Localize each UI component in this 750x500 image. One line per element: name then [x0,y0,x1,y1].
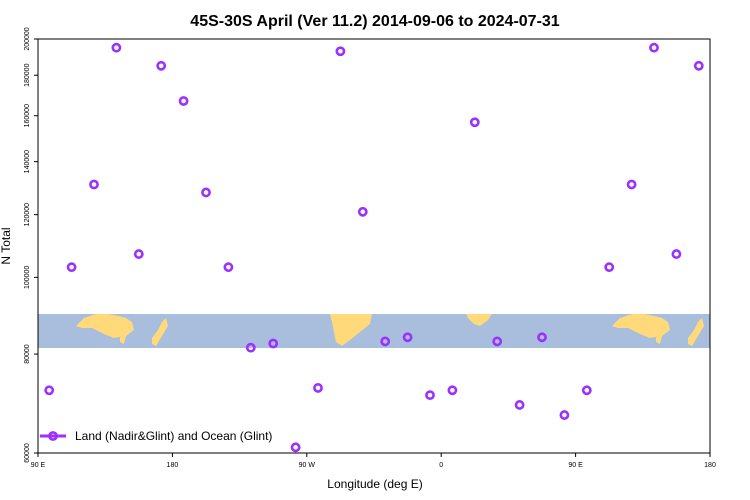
background-world-map [38,314,710,348]
x-tick-label: 90 W [299,462,316,469]
data-point [425,390,435,401]
data-point [268,338,279,349]
data-point [156,60,167,71]
data-point [44,385,55,396]
data-point [469,117,480,128]
y-axis-label: N Total [0,227,13,264]
y-tick-label: 60000 [24,443,31,463]
australia-shape [76,314,134,338]
australia-shape-repeat [612,314,670,338]
data-point [649,42,659,53]
data-point [290,442,301,453]
data-point [357,206,368,217]
x-axis-label: Longitude (deg E) [327,477,422,491]
data-point [201,187,211,198]
x-tick-label: 90 E [31,462,46,469]
legend-label: Land (Nadir&Glint) and Ocean (Glint) [75,429,272,443]
data-point [537,332,547,343]
y-tick-label: 100000 [24,266,31,289]
plot-frame [37,38,711,454]
ocean-band [38,314,710,348]
chart-title: 45S-30S April (Ver 11.2) 2014-09-06 to 2… [190,13,560,30]
y-tick-label: 80000 [24,344,31,364]
data-points [44,42,704,453]
data-point [671,249,682,259]
x-axis: 90 E 180 90 W 0 90 E 180 [31,453,716,469]
legend: Land (Nadir&Glint) and Ocean (Glint) [40,429,272,443]
data-point [447,385,458,396]
data-point [514,400,525,410]
data-point [178,96,189,106]
y-tick-label: 120000 [24,203,31,226]
y-axis: 60000 80000 100000 120000 140000 160000 180000… [24,27,38,463]
x-tick-label: 180 [167,462,179,469]
legend-marker [48,431,58,441]
new-zealand-shape-repeat [688,318,704,346]
data-point [402,332,413,343]
y-tick-label: 160000 [24,104,31,127]
data-point [604,262,615,273]
y-tick-label: 200000 [24,27,31,50]
data-point [66,262,77,273]
africa-shape [466,314,492,326]
data-point [581,385,592,396]
data-point [380,336,391,347]
tasmania-shape-repeat [656,334,662,344]
x-tick-label: 90 E [568,462,583,469]
data-point [111,42,122,53]
data-point [89,179,99,190]
data-point [335,46,346,57]
data-point [626,179,637,190]
data-point [223,262,234,273]
data-point [245,342,256,353]
data-point [559,410,570,420]
y-tick-label: 180000 [24,63,31,86]
south-america-shape [330,314,372,346]
data-point [133,249,144,259]
tasmania-shape [120,334,126,344]
x-tick-label: 0 [439,462,443,469]
x-tick-label: 180 [704,462,716,469]
data-point [693,60,704,71]
new-zealand-shape [152,318,168,346]
y-tick-label: 140000 [24,150,31,173]
data-point [313,383,323,393]
data-point [492,336,503,347]
